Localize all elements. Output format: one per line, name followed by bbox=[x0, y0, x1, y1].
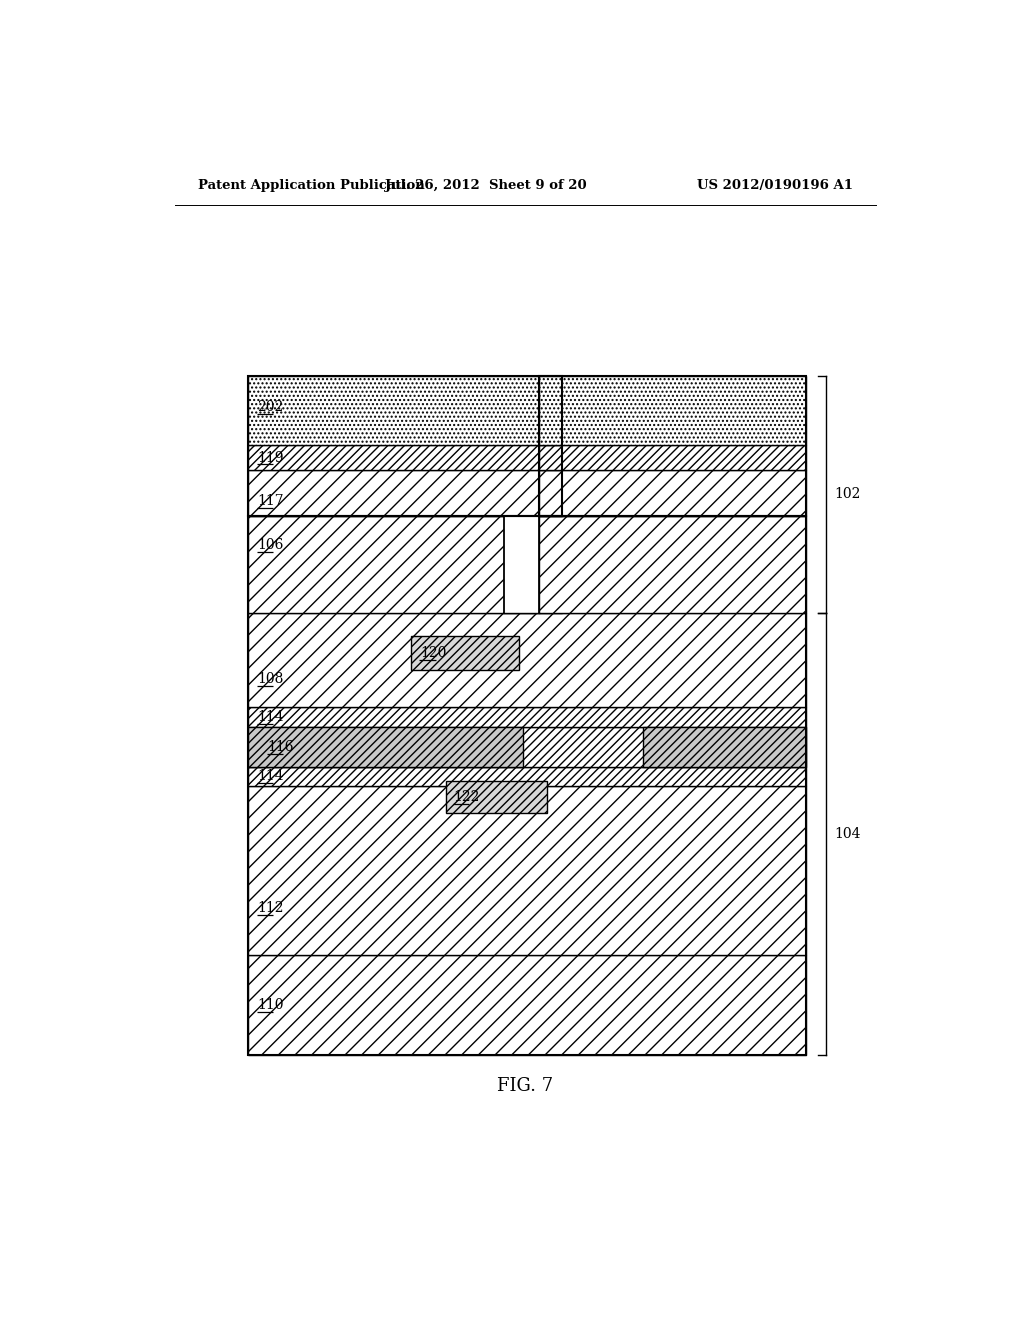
Bar bbox=[539, 376, 806, 445]
Text: 114: 114 bbox=[257, 770, 284, 783]
Text: Jul. 26, 2012  Sheet 9 of 20: Jul. 26, 2012 Sheet 9 of 20 bbox=[385, 178, 587, 191]
Text: 119: 119 bbox=[257, 450, 284, 465]
Bar bbox=[248, 726, 806, 767]
Text: 112: 112 bbox=[257, 902, 284, 915]
Bar bbox=[248, 708, 806, 726]
Text: US 2012/0190196 A1: US 2012/0190196 A1 bbox=[696, 178, 853, 191]
Bar bbox=[248, 516, 806, 1056]
Bar bbox=[643, 726, 806, 767]
Bar bbox=[248, 785, 806, 956]
Bar bbox=[539, 470, 806, 516]
Text: 108: 108 bbox=[257, 672, 284, 686]
Text: 202: 202 bbox=[257, 400, 284, 413]
Text: 102: 102 bbox=[835, 487, 861, 502]
Text: 117: 117 bbox=[257, 494, 284, 508]
Text: 110: 110 bbox=[257, 998, 284, 1012]
Text: 104: 104 bbox=[835, 828, 861, 841]
Bar bbox=[539, 376, 806, 516]
Bar bbox=[248, 376, 562, 445]
Text: 120: 120 bbox=[420, 645, 446, 660]
Bar bbox=[411, 636, 519, 671]
Text: 106: 106 bbox=[257, 539, 284, 552]
Bar bbox=[248, 376, 562, 516]
Text: Patent Application Publication: Patent Application Publication bbox=[198, 178, 425, 191]
Bar bbox=[248, 956, 806, 1056]
Bar bbox=[539, 445, 806, 470]
Bar bbox=[445, 780, 547, 813]
Text: 122: 122 bbox=[454, 789, 480, 804]
Bar bbox=[248, 516, 562, 612]
Bar bbox=[248, 726, 523, 767]
Bar bbox=[248, 767, 806, 785]
Bar bbox=[248, 470, 562, 516]
Bar bbox=[504, 516, 539, 612]
Bar bbox=[248, 612, 806, 708]
Text: FIG. 7: FIG. 7 bbox=[497, 1077, 553, 1096]
Bar bbox=[248, 445, 562, 470]
Text: 116: 116 bbox=[267, 739, 294, 754]
Bar bbox=[539, 516, 806, 612]
Text: 114: 114 bbox=[257, 710, 284, 725]
